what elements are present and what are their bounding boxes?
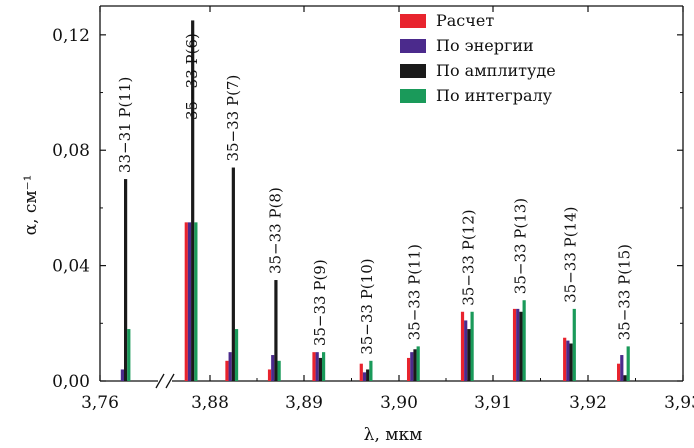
y-axis-title: α, см⁻¹ bbox=[21, 175, 41, 236]
bar-integral bbox=[470, 311, 474, 381]
bar-amplitude bbox=[623, 375, 627, 381]
y-tick-label: 0,12 bbox=[52, 26, 90, 46]
bar-integral bbox=[127, 329, 131, 381]
axis-break-gap bbox=[158, 373, 172, 389]
line-label: 35−33 P(9) bbox=[311, 259, 329, 346]
bar-amplitude bbox=[366, 369, 370, 381]
legend-label: По амплитуде bbox=[436, 61, 556, 80]
bar-amplitude bbox=[231, 167, 235, 381]
x-axis-ticks: 3,76 3,88 3,89 3,90 3,91 3,92 3,93 bbox=[81, 6, 694, 413]
bar-calc bbox=[563, 337, 567, 381]
bar-calc bbox=[312, 352, 316, 381]
bar-energy bbox=[464, 320, 468, 381]
bar-amplitude bbox=[318, 357, 322, 381]
legend-swatch bbox=[400, 14, 426, 28]
line-label: 35−33 P(14) bbox=[561, 206, 579, 302]
bar-energy bbox=[566, 340, 570, 381]
bar-energy bbox=[120, 369, 124, 381]
bar-amplitude bbox=[519, 311, 523, 381]
plot-frame bbox=[99, 5, 684, 389]
bar-energy bbox=[187, 222, 192, 381]
line-label: 35−33 P(7) bbox=[224, 75, 242, 162]
y-tick-label: 0,08 bbox=[52, 141, 90, 161]
line-label: 35−33 P(10) bbox=[358, 258, 376, 354]
bar-calc bbox=[460, 311, 465, 381]
x-tick-label: 3,92 bbox=[569, 393, 607, 413]
legend-label: Расчет bbox=[436, 11, 494, 30]
bar-amplitude bbox=[569, 343, 573, 381]
bar-calc bbox=[184, 222, 188, 381]
bar-energy bbox=[271, 355, 275, 381]
x-tick-label: 3,91 bbox=[474, 393, 512, 413]
line-labels: 33−31 P(11) 35−33 P(6) 35−33 P(7) 35−33 P(8… bbox=[116, 33, 633, 355]
line-label: 35−33 P(13) bbox=[511, 198, 529, 294]
y-tick-label: 0,00 bbox=[52, 372, 90, 392]
bar-amplitude bbox=[274, 280, 278, 381]
x-axis-title: λ, мкм bbox=[364, 425, 423, 445]
bar-calc bbox=[225, 360, 229, 381]
line-label: 35−33 P(8) bbox=[266, 187, 284, 274]
bar-amplitude bbox=[191, 20, 195, 382]
bar-integral bbox=[369, 360, 373, 381]
bar-integral bbox=[416, 346, 420, 381]
bar-integral bbox=[321, 352, 326, 381]
x-tick-label: 3,90 bbox=[380, 393, 418, 413]
bar-integral bbox=[194, 222, 198, 381]
bar-integral bbox=[277, 360, 281, 381]
axis-break-mark bbox=[155, 373, 165, 389]
bar-energy bbox=[315, 352, 319, 381]
x-tick-label: 3,93 bbox=[664, 393, 694, 413]
line-label: 35−33 P(11) bbox=[405, 244, 423, 340]
bar-energy bbox=[620, 355, 624, 381]
bar-energy bbox=[516, 308, 520, 381]
bar-calc bbox=[359, 363, 363, 381]
bar-energy bbox=[410, 352, 414, 381]
legend-swatch bbox=[400, 64, 426, 78]
line-label: 35−33 P(6) bbox=[183, 33, 201, 120]
bar-energy bbox=[362, 372, 367, 381]
y-axis-ticks: 0,00 0,04 0,08 0,12 bbox=[52, 26, 683, 392]
legend-label: По интегралу bbox=[436, 86, 553, 105]
bar-integral bbox=[234, 329, 239, 381]
bar-integral bbox=[572, 308, 576, 381]
bar-calc bbox=[617, 363, 621, 381]
x-tick-label: 3,89 bbox=[285, 393, 323, 413]
x-tick-label: 3,76 bbox=[81, 393, 119, 413]
line-label: 35−33 P(12) bbox=[459, 209, 477, 305]
legend-swatch bbox=[400, 89, 426, 103]
x-tick-label: 3,88 bbox=[191, 393, 229, 413]
bar-calc bbox=[512, 308, 517, 381]
line-label: 33−31 P(11) bbox=[116, 77, 134, 173]
axis-break-mark bbox=[165, 373, 175, 389]
bar-integral bbox=[626, 346, 630, 381]
bar-energy bbox=[228, 352, 232, 381]
bar-calc bbox=[267, 369, 272, 381]
line-label: 35−33 P(15) bbox=[615, 244, 633, 340]
y-tick-label: 0,04 bbox=[52, 257, 90, 277]
bar-amplitude bbox=[124, 179, 128, 381]
bar-amplitude bbox=[467, 329, 471, 381]
bar-amplitude bbox=[413, 349, 417, 381]
bar-calc bbox=[406, 357, 411, 381]
bars bbox=[120, 20, 630, 382]
bar-integral bbox=[522, 300, 526, 381]
legend-label: По энергии bbox=[436, 36, 534, 55]
legend: Расчет По энергии По амплитуде По интегралу bbox=[400, 11, 556, 105]
legend-swatch bbox=[400, 39, 426, 53]
